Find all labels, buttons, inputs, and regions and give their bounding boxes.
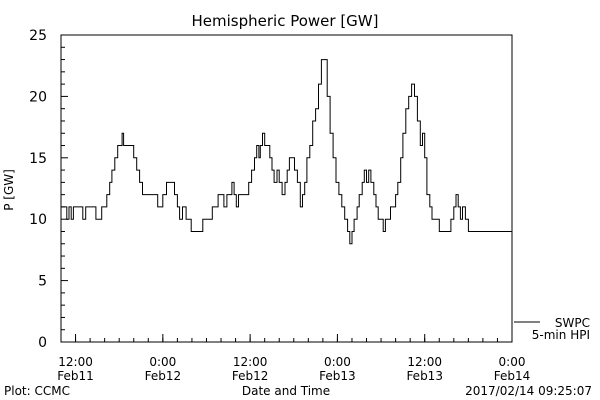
x-tick-date-label: Feb12 bbox=[232, 369, 269, 383]
footer-plot-credit: Plot: CCMC bbox=[4, 384, 70, 398]
y-tick-label: 20 bbox=[29, 89, 47, 105]
x-tick-date-label: Feb12 bbox=[145, 369, 182, 383]
x-tick-date-label: Feb13 bbox=[406, 369, 443, 383]
legend-label-2: 5-min HPI bbox=[532, 328, 590, 342]
x-tick-time-label: 0:00 bbox=[324, 355, 351, 369]
ticks-group: 051015202512:00Feb110:00Feb1212:00Feb120… bbox=[29, 28, 530, 383]
series-group bbox=[61, 59, 512, 245]
x-tick-time-label: 12:00 bbox=[58, 355, 93, 369]
y-tick-label: 5 bbox=[38, 274, 47, 290]
y-axis-label: P [GW] bbox=[2, 169, 16, 211]
footer-timestamp: 2017/02/14 09:25:07 bbox=[465, 384, 592, 398]
legend: SWPC 5-min HPI bbox=[514, 316, 590, 342]
x-tick-date-label: Feb11 bbox=[57, 369, 94, 383]
y-tick-label: 15 bbox=[29, 151, 47, 167]
series-line-hpi bbox=[61, 59, 512, 245]
x-tick-time-label: 12:00 bbox=[407, 355, 442, 369]
legend-label-1: SWPC bbox=[555, 316, 590, 330]
plot-frame bbox=[60, 34, 513, 343]
x-tick-time-label: 0:00 bbox=[499, 355, 526, 369]
y-tick-label: 0 bbox=[38, 335, 47, 351]
x-tick-date-label: Feb13 bbox=[319, 369, 356, 383]
x-tick-date-label: Feb14 bbox=[494, 369, 531, 383]
y-tick-label: 25 bbox=[29, 28, 47, 44]
y-tick-label: 10 bbox=[29, 212, 47, 228]
x-tick-time-label: 0:00 bbox=[149, 355, 176, 369]
chart-title: Hemispheric Power [GW] bbox=[192, 12, 379, 30]
axes-group bbox=[60, 34, 513, 343]
x-axis-label: Date and Time bbox=[242, 384, 330, 398]
x-tick-time-label: 12:00 bbox=[233, 355, 268, 369]
